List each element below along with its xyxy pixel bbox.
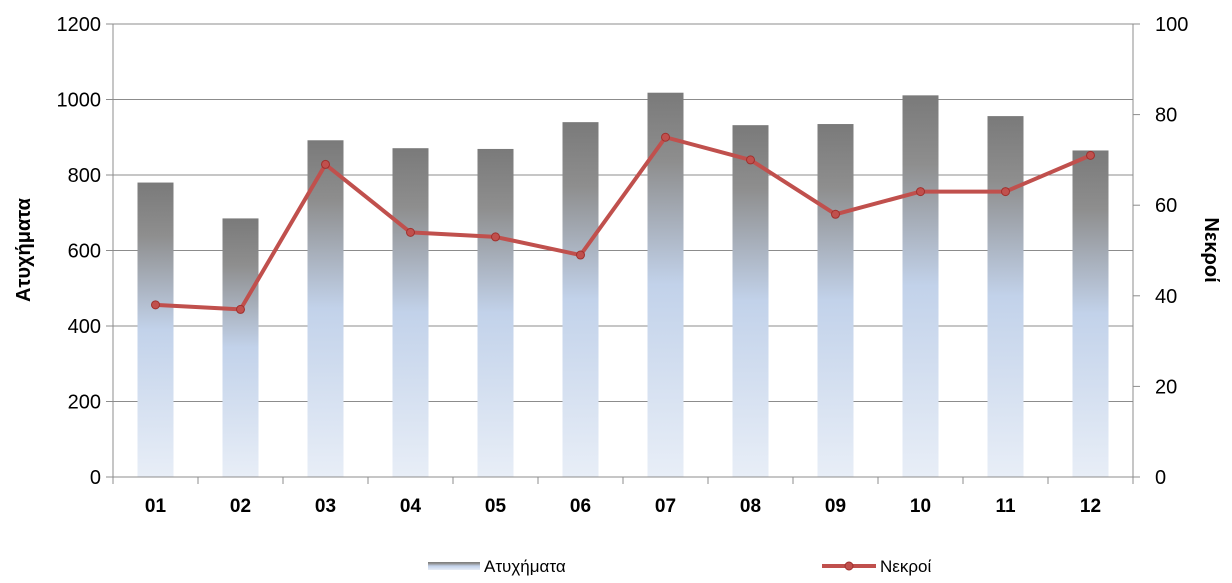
- point-deaths-01: [151, 300, 160, 310]
- y-axis-title-left: Ατυχήματα: [13, 197, 35, 302]
- gridlines: [113, 23, 1133, 402]
- line-deaths: [153, 135, 1093, 312]
- x-tick-label: 08: [740, 496, 761, 517]
- legend: Ατυχήματα Νεκροί: [428, 557, 931, 576]
- y-tick-label-left: 800: [68, 165, 101, 187]
- y-axis-title-right: Νεκροί: [1200, 217, 1222, 282]
- x-tick-label: 03: [315, 496, 336, 517]
- y-tick-label-left: 1000: [57, 90, 102, 112]
- y-tick-label-left: 400: [68, 316, 101, 338]
- bar-accidents-10: [902, 95, 939, 477]
- point-deaths-12: [1086, 150, 1095, 160]
- y-tick-label-right: 40: [1155, 286, 1177, 308]
- point-deaths-09: [831, 209, 840, 219]
- x-tick-label: 10: [910, 496, 931, 517]
- bar-accidents-12: [1072, 150, 1109, 477]
- point-deaths-04: [406, 227, 415, 237]
- bar-accidents-03: [307, 140, 344, 477]
- x-tick-label: 02: [230, 496, 251, 517]
- bar-accidents-11: [987, 116, 1024, 478]
- point-deaths-07: [661, 132, 670, 142]
- bar-accidents-09: [817, 124, 854, 477]
- bar-accidents-06: [562, 122, 599, 478]
- bar-accidents-01: [137, 182, 174, 478]
- x-tick-label: 12: [1080, 496, 1101, 517]
- point-deaths-05: [491, 232, 500, 242]
- legend-label-accidents: Ατυχήματα: [484, 557, 566, 576]
- y-tick-label-right: 60: [1155, 195, 1177, 217]
- legend-label-deaths: Νεκροί: [880, 557, 931, 576]
- line-series-deaths: [151, 132, 1095, 314]
- axes: [106, 23, 1140, 484]
- x-tick-label: 01: [145, 496, 167, 517]
- x-tick-label: 05: [485, 496, 507, 517]
- point-deaths-08: [746, 155, 755, 165]
- y-tick-label-left: 600: [68, 241, 101, 263]
- tick-labels: 0 200 400 600 800 1000 1200 0 20 40 60 80 100 01 02 03 0…: [57, 14, 1189, 517]
- bar-accidents-05: [477, 148, 514, 477]
- point-deaths-02: [236, 304, 245, 314]
- y-tick-label-right: 100: [1155, 14, 1188, 36]
- x-tick-label: 07: [655, 496, 676, 517]
- point-deaths-06: [576, 250, 585, 260]
- y-tick-label-right: 0: [1155, 467, 1166, 489]
- x-tick-label: 06: [570, 496, 591, 517]
- point-deaths-10: [916, 187, 925, 197]
- y-tick-label-right: 80: [1155, 105, 1177, 127]
- bar-series-accidents: [137, 92, 1109, 478]
- y-tick-label-left: 0: [90, 467, 101, 489]
- x-tick-label: 11: [995, 496, 1016, 517]
- legend-swatch-deaths-marker: [844, 561, 854, 571]
- y-tick-label-left: 200: [68, 392, 101, 414]
- bar-accidents-07: [647, 92, 684, 477]
- x-tick-label: 09: [825, 496, 846, 517]
- y-tick-label-right: 20: [1155, 376, 1177, 398]
- bar-accidents-08: [732, 125, 769, 478]
- x-tick-label: 04: [400, 496, 422, 517]
- y-tick-label-left: 1200: [57, 14, 102, 36]
- point-deaths-03: [321, 159, 330, 169]
- point-deaths-11: [1001, 187, 1010, 197]
- bar-accidents-04: [392, 148, 429, 477]
- legend-swatch-accidents: [428, 562, 480, 570]
- bar-accidents-02: [222, 218, 259, 477]
